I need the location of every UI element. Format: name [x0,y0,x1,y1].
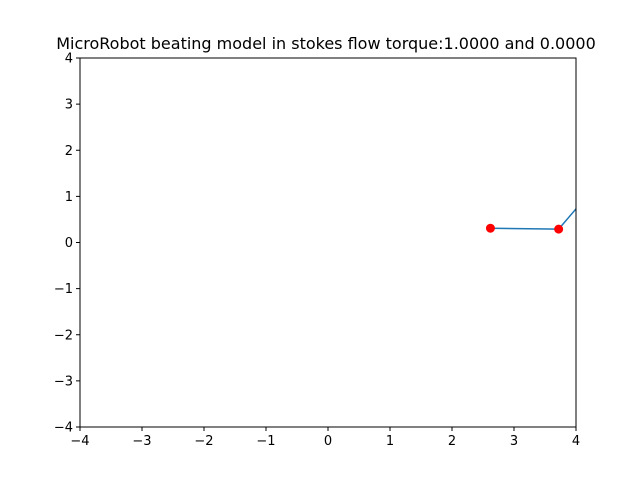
x-tick-label: 1 [386,434,394,449]
x-tick-label: −3 [132,434,151,449]
x-tick-label: 3 [510,434,518,449]
axes-frame [79,57,577,428]
x-tick-label: −4 [70,434,89,449]
plot-area [485,207,576,234]
y-tick-label: 3 [65,98,73,113]
y-tick-label: 4 [65,52,73,67]
x-axis: −4 −3 −2 −1 0 1 2 3 4 [70,427,580,449]
y-tick-label: −2 [54,328,73,343]
y-tick-label: 2 [65,144,73,159]
y-tick-label: −3 [54,374,73,389]
x-tick-label: −2 [194,434,213,449]
joint-marker [485,223,495,233]
y-tick-label: 1 [65,190,73,205]
beating-line [490,207,576,230]
y-tick-label: −4 [54,421,73,436]
y-tick-label: −1 [54,282,73,297]
x-tick-label: 4 [572,434,580,449]
joint-marker [554,224,564,234]
x-tick-label: −1 [256,434,275,449]
y-axis: −4 −3 −2 −1 0 1 2 3 4 [54,52,80,436]
x-tick-label: 2 [448,434,456,449]
y-tick-label: 0 [65,236,73,251]
chart-title: MicroRobot beating model in stokes flow … [56,34,596,53]
x-tick-label: 0 [324,434,332,449]
